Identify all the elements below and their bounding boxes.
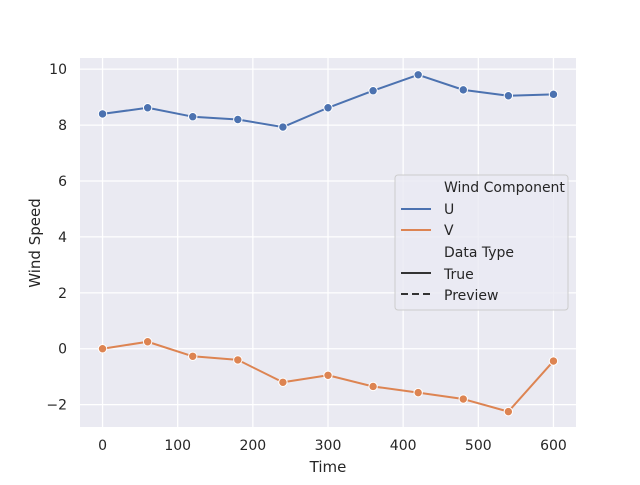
data-point-v bbox=[278, 377, 288, 387]
data-point-v bbox=[188, 351, 198, 361]
legend-title-data-type: Data Type bbox=[444, 245, 514, 261]
x-tick-label: 0 bbox=[98, 438, 107, 454]
legend-box bbox=[394, 174, 569, 311]
data-point-v bbox=[413, 387, 423, 398]
data-point-v bbox=[368, 381, 378, 392]
y-tick-label: 6 bbox=[58, 174, 67, 190]
data-point-u bbox=[188, 112, 198, 122]
legend: Wind Component U V Data Type True Previe… bbox=[394, 174, 569, 311]
data-point-v bbox=[323, 370, 333, 380]
data-point-u bbox=[142, 103, 153, 113]
data-point-u bbox=[503, 91, 514, 101]
tick-labels: 0 100 200 300 400 500 600 −2 0 2 4 6 8 10 bbox=[46, 62, 566, 454]
x-tick-label: 500 bbox=[465, 438, 492, 454]
legend-label-true: True bbox=[443, 267, 474, 283]
legend-label-u: U bbox=[444, 202, 454, 218]
data-point-u bbox=[548, 89, 559, 100]
data-point-u bbox=[233, 114, 243, 125]
data-point-v bbox=[503, 406, 514, 417]
legend-label-preview: Preview bbox=[444, 288, 499, 304]
data-point-u bbox=[368, 86, 378, 96]
data-point-v bbox=[97, 344, 108, 354]
data-point-v bbox=[233, 355, 243, 365]
y-axis-label: Wind Speed bbox=[26, 198, 44, 288]
data-point-u bbox=[278, 122, 288, 132]
data-point-u bbox=[97, 109, 108, 119]
data-point-u bbox=[323, 103, 333, 113]
legend-label-v: V bbox=[444, 223, 454, 239]
legend-title-wind-component: Wind Component bbox=[444, 180, 565, 196]
data-point-v bbox=[458, 394, 468, 404]
series-lines bbox=[97, 70, 559, 417]
x-tick-label: 200 bbox=[239, 438, 266, 454]
y-tick-label: 10 bbox=[49, 62, 67, 78]
data-point-u bbox=[458, 85, 468, 95]
data-point-u bbox=[413, 70, 423, 80]
x-axis-label: Time bbox=[309, 458, 347, 476]
y-tick-label: 0 bbox=[58, 342, 67, 358]
data-point-v bbox=[142, 337, 153, 347]
y-tick-label: 4 bbox=[58, 230, 67, 246]
data-point-v bbox=[548, 356, 559, 366]
y-tick-label: −2 bbox=[46, 398, 67, 414]
x-tick-label: 600 bbox=[540, 438, 567, 454]
x-tick-label: 400 bbox=[390, 438, 417, 454]
x-tick-label: 100 bbox=[164, 438, 191, 454]
y-tick-label: 8 bbox=[58, 118, 67, 134]
x-tick-label: 300 bbox=[315, 438, 342, 454]
y-tick-label: 2 bbox=[58, 286, 67, 302]
